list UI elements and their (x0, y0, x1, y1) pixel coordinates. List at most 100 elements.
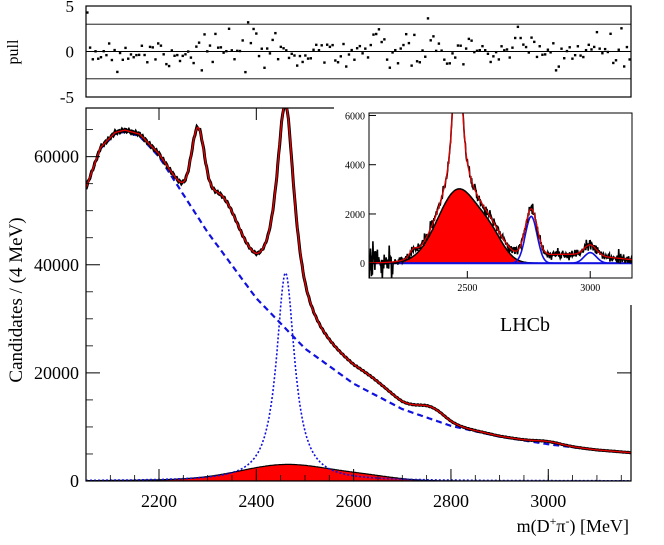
pull-point (167, 64, 171, 68)
pull-point (426, 17, 430, 20)
pull-point (186, 50, 190, 53)
pull-point (571, 57, 574, 60)
pull-point (399, 47, 402, 50)
pull-point (612, 61, 615, 65)
pull-point (579, 54, 582, 57)
main-x-tick-label: 2600 (336, 491, 372, 511)
pull-point (211, 60, 214, 64)
pull-point (165, 62, 168, 66)
pull-point (216, 46, 220, 49)
pull-point (584, 48, 588, 52)
pull-point (437, 42, 441, 45)
pull-point (257, 54, 261, 58)
background-curve (86, 130, 631, 454)
main-ylabel: Candidates / (4 MeV) (6, 217, 27, 382)
pull-point (345, 65, 348, 68)
pull-point (241, 39, 244, 42)
pull-point (105, 53, 108, 57)
pull-point (86, 11, 89, 14)
pull-point (110, 58, 114, 62)
pull-point (107, 42, 111, 45)
pull-point (576, 45, 580, 48)
pull-point (230, 49, 233, 52)
pull-point (116, 70, 119, 74)
pull-point (475, 49, 479, 53)
pull-point (88, 46, 92, 49)
pull-point (541, 53, 544, 56)
pull-point (593, 45, 596, 49)
pull-point (118, 51, 122, 55)
pull-point (97, 57, 100, 60)
pull-point (492, 55, 495, 58)
pull-point (478, 48, 481, 52)
pull-point (121, 58, 124, 62)
pull-point (462, 63, 465, 66)
pull-point (620, 27, 623, 30)
inset-d3000-curve (369, 251, 632, 264)
pull-point (391, 51, 394, 54)
pull-point (372, 33, 375, 36)
pull-point (227, 27, 231, 30)
pull-point (622, 65, 626, 68)
pull-point (361, 52, 364, 55)
inset-y-ticks: 0 2000 4000 6000 (345, 111, 376, 270)
main-y-tick-label: 20000 (34, 363, 79, 383)
pull-point (293, 54, 296, 57)
pull-point (375, 32, 378, 36)
pull-point (347, 53, 351, 56)
pull-point (394, 48, 397, 52)
pull-point (287, 56, 291, 60)
pull-point (505, 48, 509, 51)
pull-point (225, 49, 228, 53)
inset-x-ticks: 2500 3000 (457, 271, 600, 294)
pull-point (295, 64, 299, 67)
pull-point (173, 54, 176, 57)
pull-point (415, 60, 419, 63)
pull-point (323, 61, 326, 64)
pull-point (151, 46, 154, 49)
pull-point (328, 45, 332, 49)
pull-point (252, 27, 255, 31)
pull-point (148, 45, 152, 49)
main-y-tick-label: 40000 (34, 255, 79, 275)
pull-point (355, 47, 359, 50)
pull-point (481, 44, 484, 48)
pull-point (274, 31, 277, 35)
pull-point (192, 61, 195, 65)
pull-point (238, 49, 242, 53)
pull-point (301, 60, 304, 64)
pull-point (448, 62, 451, 65)
pull-point (494, 50, 498, 54)
pull-point (582, 55, 585, 59)
pull-point (513, 36, 517, 40)
pull-point (565, 49, 569, 53)
pull-point (516, 25, 520, 29)
pull-point (385, 58, 389, 61)
pull-point (546, 48, 550, 51)
pull-point (170, 49, 174, 52)
pull-point (557, 65, 560, 68)
pull-point (124, 46, 127, 50)
pull-point (440, 49, 443, 52)
pull-point (617, 48, 620, 51)
pull-point (573, 53, 577, 57)
pull-point (470, 39, 473, 42)
pull-point (132, 56, 135, 59)
pull-point (364, 47, 367, 50)
pull-point (189, 56, 193, 59)
main-x-tick-label: 2400 (238, 491, 274, 511)
inset-y-tick-label: 4000 (345, 161, 365, 172)
pull-point (306, 57, 310, 60)
pull-point (413, 33, 416, 37)
pull-point (312, 48, 315, 51)
pull-point (137, 53, 141, 57)
pull-point (418, 61, 422, 64)
pull-point (184, 53, 187, 56)
pull-point (404, 32, 408, 36)
pull-point (383, 38, 386, 41)
pull-point (396, 62, 400, 65)
pull-point (304, 54, 307, 57)
main-x-ticks: 2200 2400 2600 2800 3000 (109, 108, 622, 511)
pull-point (336, 61, 340, 64)
pull-point (246, 21, 250, 24)
